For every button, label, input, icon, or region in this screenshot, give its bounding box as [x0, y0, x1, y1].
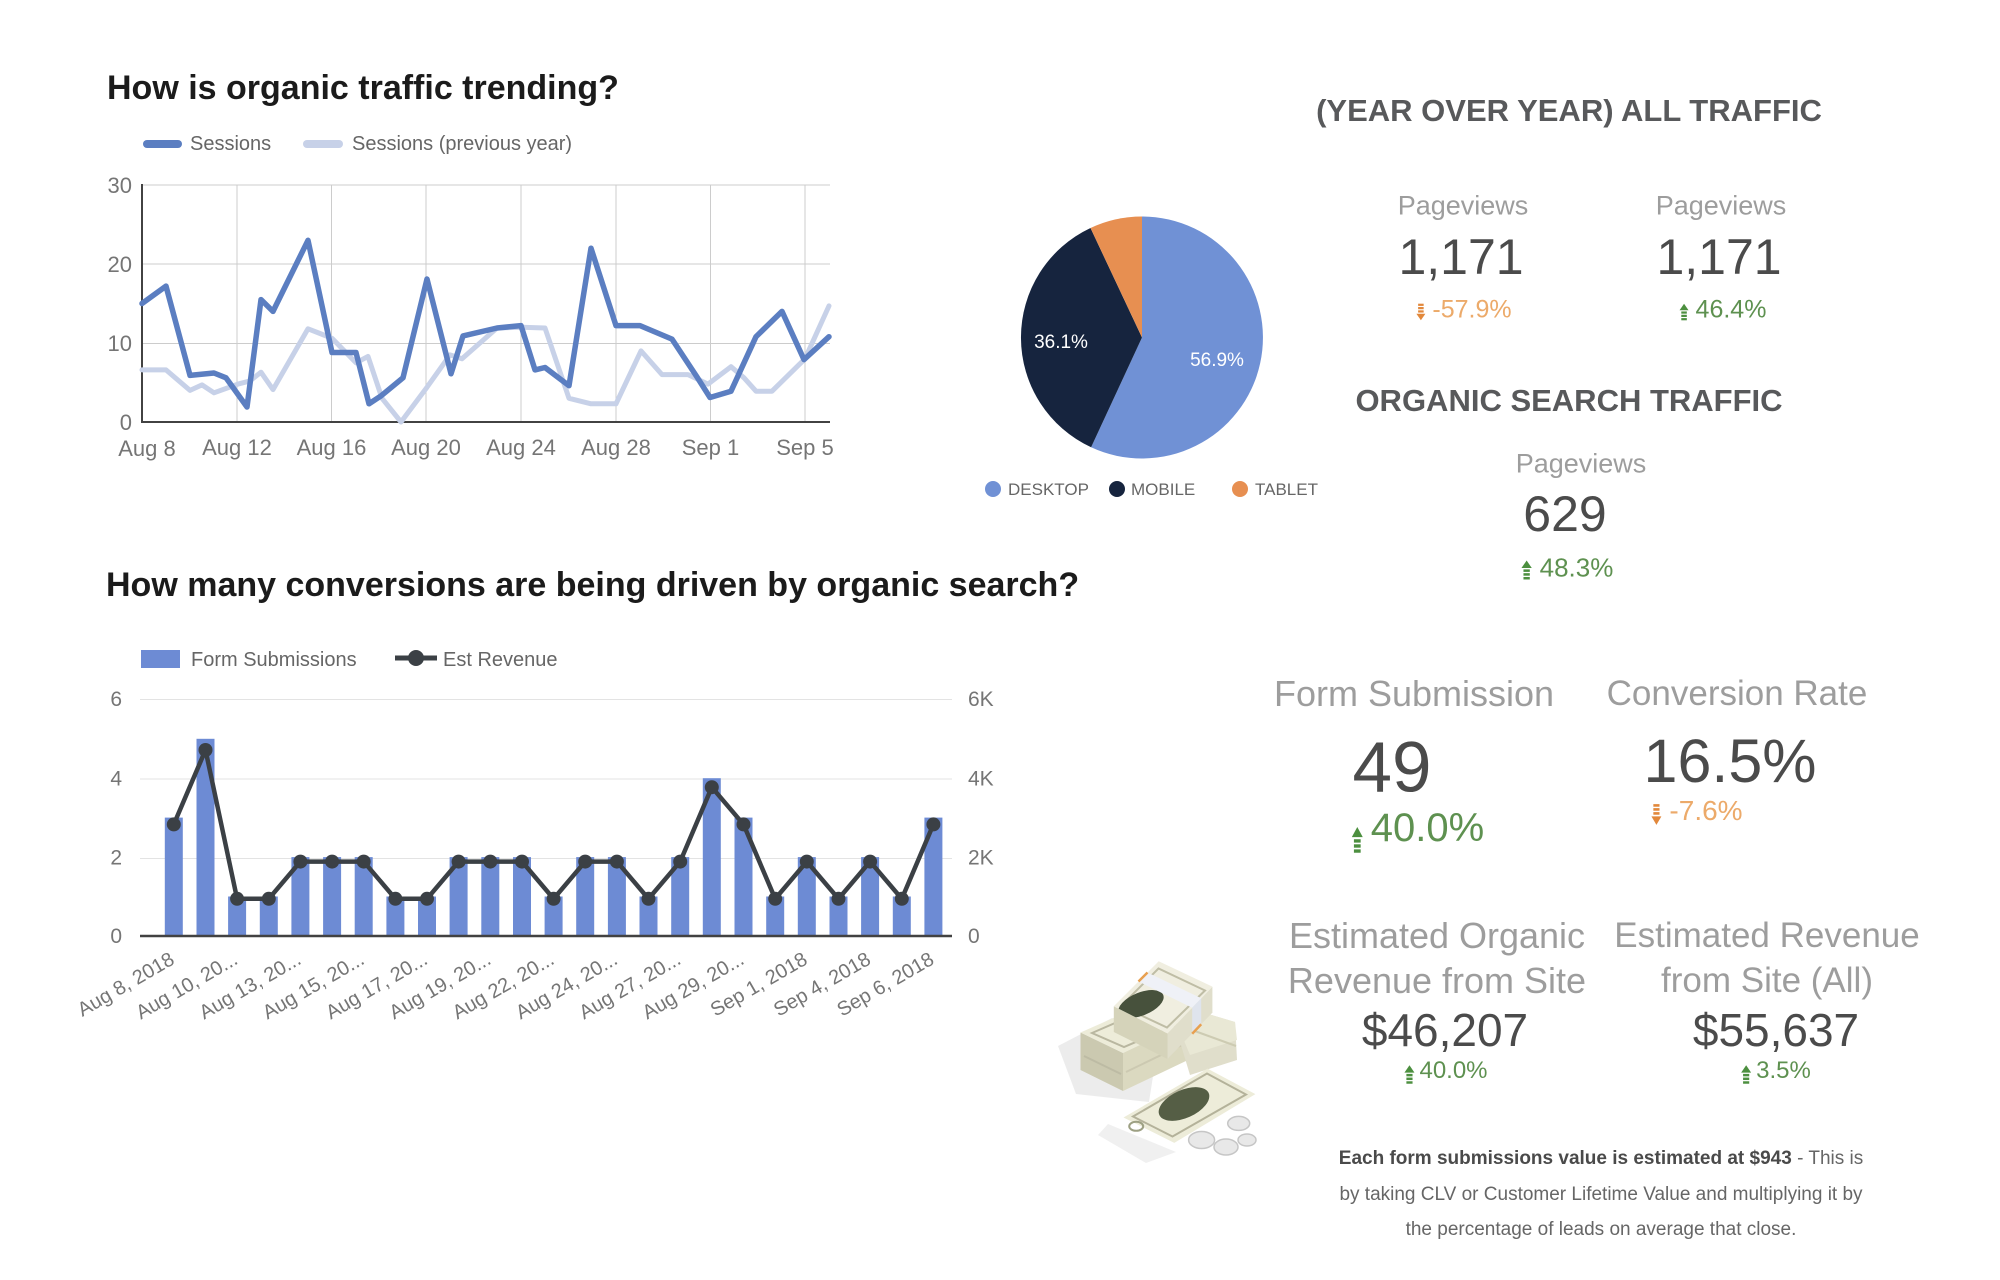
svg-text:10: 10	[108, 331, 132, 356]
svg-text:0: 0	[110, 925, 122, 948]
svg-text:2K: 2K	[968, 847, 994, 870]
svg-text:20: 20	[108, 252, 132, 277]
svg-text:Aug 20: Aug 20	[391, 435, 461, 460]
svg-text:6K: 6K	[968, 688, 994, 711]
svg-text:2: 2	[110, 847, 122, 870]
svg-text:Sep 1: Sep 1	[682, 435, 740, 460]
svg-text:Aug 12: Aug 12	[202, 435, 272, 460]
svg-text:30: 30	[108, 173, 132, 198]
svg-text:0: 0	[968, 925, 980, 948]
svg-text:Aug 16: Aug 16	[297, 435, 367, 460]
svg-text:Sep 5: Sep 5	[776, 435, 834, 460]
svg-text:0: 0	[120, 410, 132, 435]
svg-text:Aug 24: Aug 24	[486, 435, 556, 460]
svg-text:DESKTOP: DESKTOP	[1008, 480, 1089, 499]
svg-text:56.9%: 56.9%	[1190, 350, 1244, 371]
svg-text:Aug 8: Aug 8	[118, 436, 176, 461]
svg-text:36.1%: 36.1%	[1034, 332, 1088, 353]
svg-text:MOBILE: MOBILE	[1131, 480, 1195, 499]
svg-text:4K: 4K	[968, 768, 994, 791]
svg-text:TABLET: TABLET	[1255, 480, 1318, 499]
svg-text:4: 4	[110, 768, 122, 791]
svg-text:Aug 28: Aug 28	[581, 435, 651, 460]
svg-text:6: 6	[110, 688, 122, 711]
